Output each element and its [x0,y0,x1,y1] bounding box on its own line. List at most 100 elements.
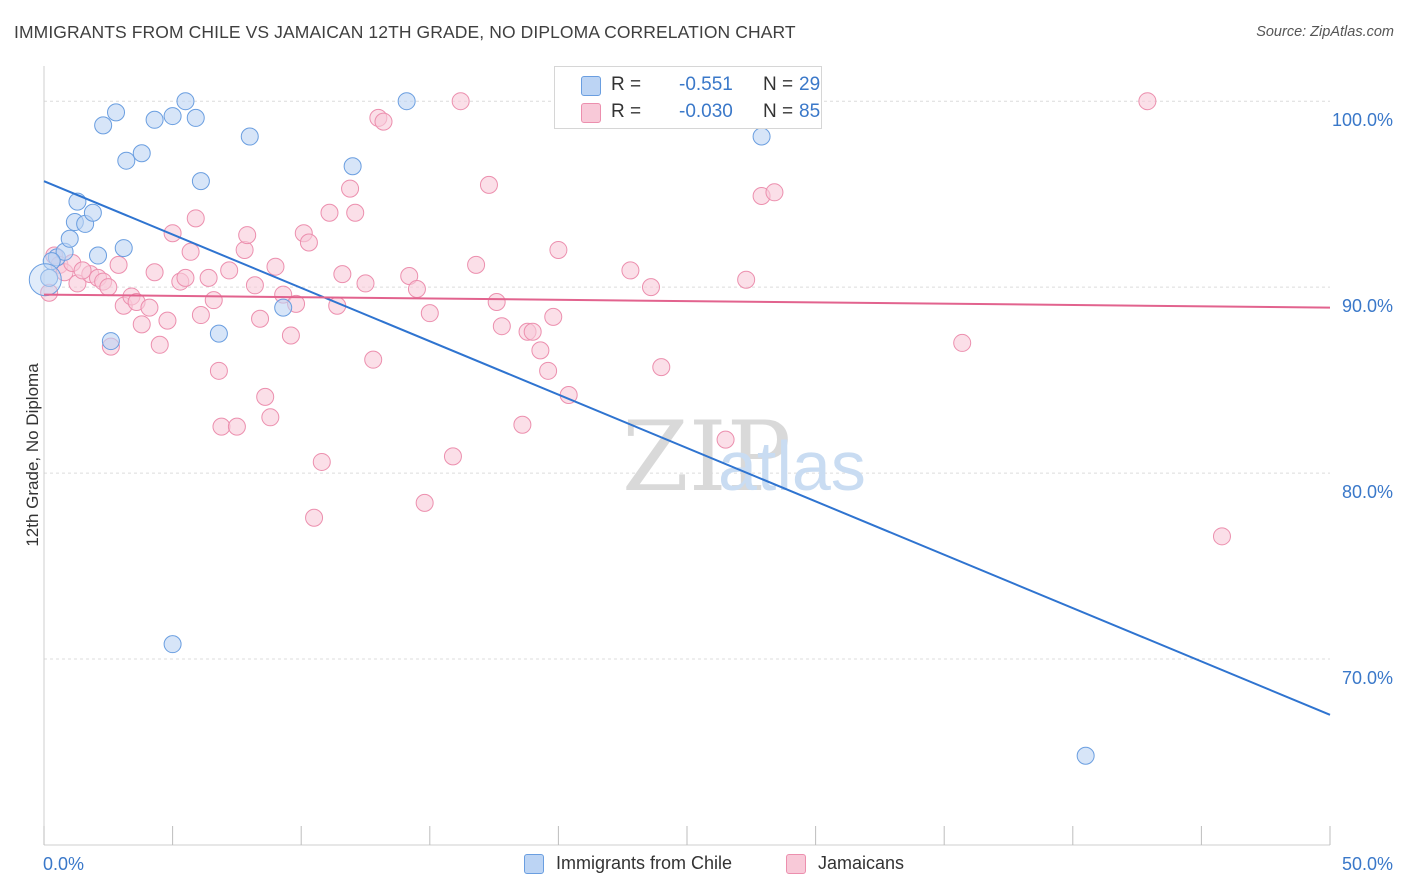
legend-label-chile: Immigrants from Chile [556,853,733,873]
legend-swatch-jamaicans [581,103,601,123]
legend-r-value: -0.551 [679,74,733,95]
data-point-jamaicans [451,92,470,111]
data-point-chile [752,127,771,146]
data-point-jamaicans [256,387,275,406]
data-point-jamaicans [333,265,352,284]
legend-swatch-jamaicans [786,854,806,874]
data-point-jamaicans [245,276,264,295]
data-point-jamaicans [158,311,177,330]
data-point-jamaicans [953,333,972,352]
legend-label-jamaicans: Jamaicans [818,853,905,873]
data-point-chile [101,332,120,351]
data-point-jamaicans [415,493,434,512]
data-point-jamaicans [513,415,532,434]
y-tick-label: 80.0% [1342,482,1393,502]
data-point-chile [163,635,182,654]
data-point-jamaicans [1212,527,1231,546]
data-point-jamaicans [220,261,239,280]
data-point-jamaicans [281,326,300,345]
data-point-jamaicans [204,291,223,310]
data-point-jamaicans [235,240,254,259]
data-point-chile [397,92,416,111]
data-point-jamaicans [312,452,331,471]
x-tick-label: 0.0% [43,854,84,874]
legend-r-label: R = [611,74,642,95]
data-point-jamaicans [346,203,365,222]
data-point-jamaicans [443,447,462,466]
data-point-jamaicans [109,255,128,274]
data-point-jamaicans [479,175,498,194]
data-point-jamaicans [320,203,339,222]
data-point-jamaicans [266,257,285,276]
legend-n-label: N = [763,101,794,122]
data-point-jamaicans [364,350,383,369]
y-axis-label: 12th Grade, No Diploma [23,363,42,547]
data-point-jamaicans [212,417,231,436]
data-point-jamaicans [299,233,318,252]
data-point-jamaicans [199,268,218,287]
data-point-jamaicans [186,209,205,228]
data-point-jamaicans [145,263,164,282]
y-tick-label: 70.0% [1342,668,1393,688]
trend-line-jamaicans [43,293,1331,309]
data-point-jamaicans [356,274,375,293]
data-point-jamaicans [305,508,324,527]
data-point-jamaicans [227,417,246,436]
x-tick-label: 50.0% [1342,854,1393,874]
data-point-jamaicans [209,361,228,380]
data-point-chile [28,263,62,297]
grid-lines [44,100,1330,660]
data-point-jamaicans [652,358,671,377]
data-point-jamaicans [737,270,756,289]
tick-labels: 70.0% 80.0% 90.0% 100.0% 0.0% 50.0% [43,110,1393,874]
data-point-chile [145,110,164,129]
watermark-atlas: atlas [718,427,866,505]
data-point-jamaicans [716,430,735,449]
data-point-chile [132,144,151,163]
data-point-jamaicans [549,240,568,259]
source-label: Source: ZipAtlas.com [1256,24,1394,40]
data-point-jamaicans [407,280,426,299]
data-point-chile [89,246,108,265]
trend-lines [43,180,1331,716]
data-point-jamaicans [341,179,360,198]
data-point-jamaicans [132,315,151,334]
legend-n-value: 85 [799,101,821,122]
data-point-chile [83,203,102,222]
data-point-chile [117,151,136,170]
data-point-jamaicans [1138,92,1157,111]
data-point-jamaicans [140,298,159,317]
data-point-chile [107,103,126,122]
data-point-jamaicans [487,293,506,312]
data-point-chile [176,92,195,111]
y-tick-label: 90.0% [1342,296,1393,316]
trend-line-chile [43,180,1331,716]
data-point-jamaicans [251,309,270,328]
data-point-jamaicans [150,335,169,354]
data-point-jamaicans [163,224,182,243]
data-point-jamaicans [531,341,550,360]
data-point-chile [42,252,61,271]
data-point-chile [1076,746,1095,765]
data-point-jamaicans [99,278,118,297]
data-point-chile [163,107,182,126]
chart-title: IMMIGRANTS FROM CHILE VS JAMAICAN 12TH G… [14,22,796,42]
data-point-chile [186,108,205,127]
data-point-jamaicans [191,306,210,325]
data-point-jamaicans [641,278,660,297]
data-point-jamaicans [73,261,92,280]
data-point-jamaicans [492,317,511,336]
data-point-chile [274,298,293,317]
data-point-chile [209,324,228,343]
data-point-jamaicans [181,242,200,261]
data-point-jamaicans [544,307,563,326]
data-point-jamaicans [765,183,784,202]
data-point-chile [94,116,113,135]
legend-n-label: N = [763,74,794,95]
y-tick-label: 100.0% [1332,110,1393,130]
data-point-jamaicans [261,408,280,427]
legend-n-value: 29 [799,74,821,95]
data-point-jamaicans [420,304,439,323]
correlation-legend: R = -0.551 N = 29 R = -0.030 N = 85 [554,66,822,129]
